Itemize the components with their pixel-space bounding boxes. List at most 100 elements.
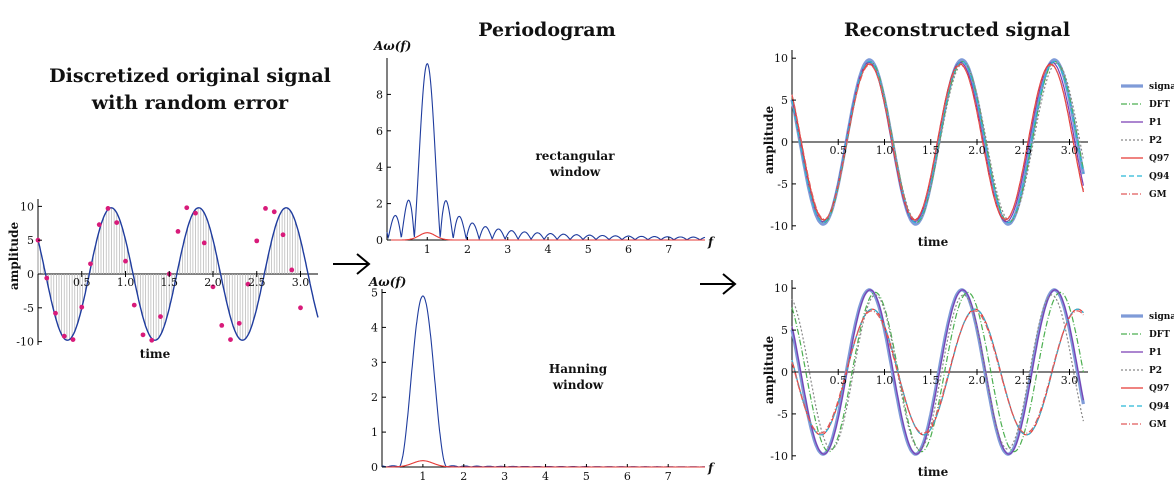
x-tick-label: 1.5	[922, 374, 940, 387]
y-tick-label: -10	[770, 450, 788, 463]
legend-label-p2: P2	[1149, 136, 1162, 146]
y-tick-label: 0	[27, 268, 34, 281]
sample-point	[140, 332, 146, 338]
y-tick-label: 3	[371, 356, 378, 369]
rec-bottom-ylabel: amplitude	[762, 336, 776, 405]
sample-point	[61, 333, 67, 339]
x-tick-label: 3	[504, 243, 511, 256]
y-tick-label: 4	[371, 321, 378, 334]
x-tick-label: 7	[665, 470, 672, 482]
sample-point	[184, 205, 190, 211]
sample-point	[175, 229, 181, 234]
y-tick-label: 10	[774, 282, 788, 295]
hann-periodogram: 1 2 3 4 5 6 7 0 1 2 3 4 5	[371, 286, 705, 482]
x-tick-label: 3	[501, 470, 508, 482]
x-tick-label: 2.5	[1015, 144, 1033, 157]
sample-point	[201, 240, 207, 246]
y-tick-label: 4	[376, 161, 383, 174]
series-p1	[791, 289, 1084, 455]
y-tick-label: 5	[27, 234, 34, 247]
x-tick-label: 2.0	[204, 276, 222, 289]
y-tick-label: -5	[777, 408, 788, 421]
sample-point	[289, 267, 295, 273]
y-tick-label: 6	[376, 125, 383, 138]
rec-top-ylabel: amplitude	[762, 106, 776, 175]
rect-periodogram-red-curve	[387, 232, 705, 241]
x-tick-label: 1.0	[876, 144, 894, 157]
sample-point	[105, 206, 111, 211]
left-xlabel: time	[140, 347, 171, 361]
x-tick-label: 5	[583, 470, 590, 482]
x-tick-label: 4	[545, 243, 552, 256]
sample-point	[193, 210, 198, 216]
sample-point	[44, 275, 50, 281]
sample-point	[228, 337, 233, 342]
y-tick-label: 0	[371, 461, 378, 474]
x-tick-label: 2	[464, 243, 471, 256]
x-tick-label: 3.0	[292, 276, 310, 289]
y-tick-label: 10	[20, 200, 34, 213]
rec-top-plot: 0.5 1.0 1.5 2.0 2.5 3.0 10 5 0 -5 -10 signal DFT P1 P2…	[770, 50, 1174, 233]
x-tick-label: 1.0	[117, 276, 135, 289]
hann-periodogram-red-curve	[382, 460, 705, 468]
sample-point	[245, 281, 251, 287]
left-title-line1: Discretized original signal	[49, 65, 331, 87]
legend-label-dft: DFT	[1149, 330, 1170, 340]
legend-label-q94: Q94	[1149, 172, 1169, 182]
legend-label-dft: DFT	[1149, 100, 1170, 110]
sample-point	[149, 337, 155, 343]
y-tick-label: 2	[371, 391, 378, 404]
x-tick-label: 0.5	[73, 276, 91, 289]
sample-point	[79, 304, 85, 310]
y-tick-label: -5	[23, 302, 34, 315]
x-tick-label: 0.5	[830, 374, 848, 387]
x-tick-label: 1.5	[922, 144, 940, 157]
y-tick-label: -5	[777, 178, 788, 191]
y-tick-label: 0	[376, 234, 383, 247]
rect-ylabel: Aω(f)	[373, 39, 411, 53]
hann-ylabel: Aω(f)	[368, 275, 406, 289]
legend-label-gm: GM	[1149, 190, 1167, 200]
x-tick-label: 7	[665, 243, 672, 256]
rect-annotation-line1: rectangular	[535, 149, 615, 163]
hann-annotation-line1: Hanning	[549, 362, 608, 376]
y-tick-label: 5	[781, 324, 788, 337]
sample-point	[53, 310, 58, 316]
legend-label-p2: P2	[1149, 366, 1162, 376]
sample-point	[158, 314, 163, 319]
y-tick-label: 8	[376, 88, 383, 101]
hann-xlabel: f	[707, 461, 715, 475]
x-tick-label: 1.0	[876, 374, 894, 387]
x-tick-label: 2.5	[248, 276, 266, 289]
sample-point	[219, 322, 225, 328]
x-tick-label: 3.0	[1061, 144, 1079, 157]
legend-label-signal: signal	[1149, 312, 1174, 322]
x-tick-label: 1	[424, 243, 431, 256]
left-plot: 0.5 1.0 1.5 2.0 2.5 3.0 10 5 0 -5 -10	[16, 199, 319, 349]
sample-point	[123, 258, 128, 264]
sample-point	[114, 220, 120, 226]
legend-label-q97: Q97	[1149, 154, 1169, 164]
x-tick-label: 2.5	[1015, 374, 1033, 387]
arrow-right-icon	[333, 253, 371, 275]
x-tick-label: 6	[624, 470, 631, 482]
series-q94	[791, 61, 1084, 223]
x-tick-label: 2.0	[968, 144, 986, 157]
series-signal	[790, 288, 1085, 456]
y-tick-label: 1	[371, 426, 378, 439]
series-q94	[791, 308, 1084, 436]
x-tick-label: 1.5	[161, 276, 179, 289]
y-tick-label: 10	[774, 52, 788, 65]
rect-periodogram-curve	[386, 63, 706, 241]
legend-label-p1: P1	[1149, 118, 1162, 128]
hann-annotation-line2: window	[552, 378, 604, 392]
series-gm	[791, 310, 1084, 434]
x-tick-label: 0.5	[830, 144, 848, 157]
sample-point	[236, 320, 242, 326]
rec-bottom-xlabel: time	[918, 465, 949, 479]
x-tick-label: 2.0	[968, 374, 986, 387]
y-tick-label: 2	[376, 198, 383, 211]
rec-top-xlabel: time	[918, 235, 949, 249]
x-tick-label: 6	[625, 243, 632, 256]
